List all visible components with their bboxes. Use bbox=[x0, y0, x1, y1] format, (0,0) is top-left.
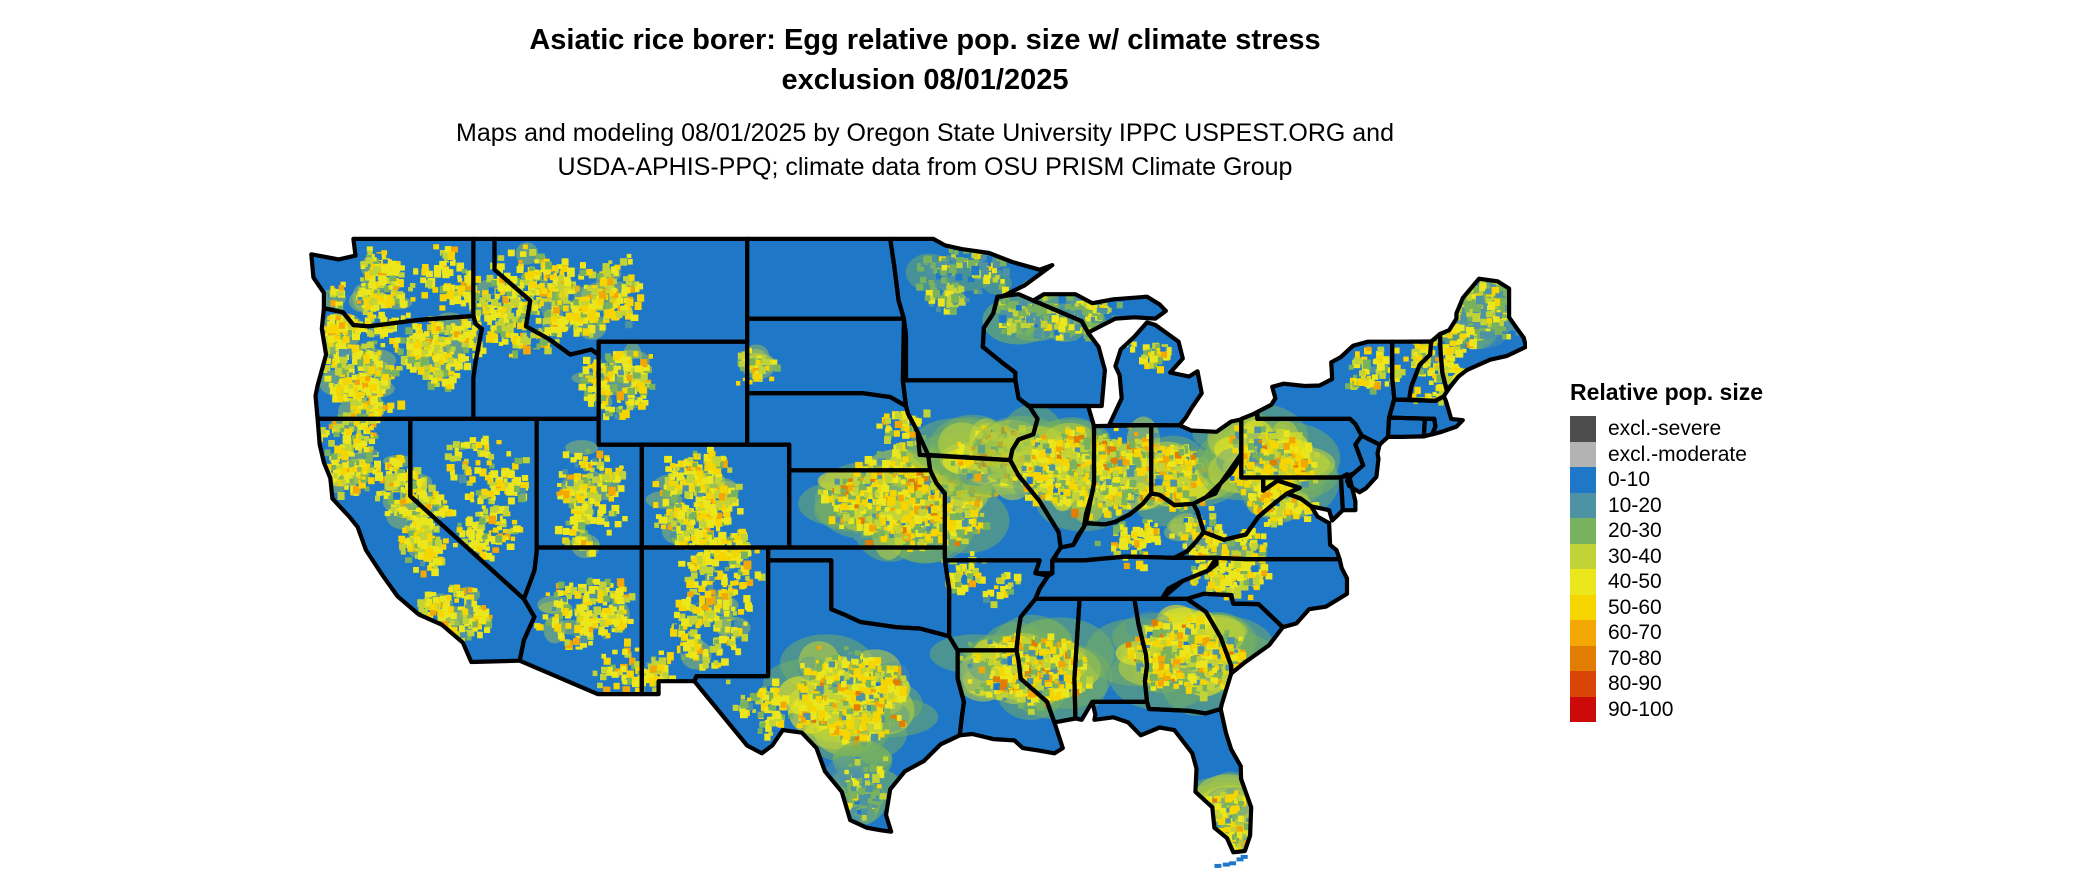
legend-entry: 30-40 bbox=[1570, 543, 1763, 569]
legend-swatch bbox=[1570, 620, 1596, 646]
legend-swatch bbox=[1570, 569, 1596, 595]
legend-entry: excl.-moderate bbox=[1570, 441, 1763, 467]
legend-entry: 90-100 bbox=[1570, 696, 1763, 722]
legend-entry: excl.-severe bbox=[1570, 416, 1763, 442]
legend-swatch bbox=[1570, 543, 1596, 569]
us-map-svg bbox=[309, 236, 1527, 868]
legend-entry-label: 30-40 bbox=[1608, 544, 1662, 568]
legend-swatch bbox=[1570, 416, 1596, 442]
map-subtitle: Maps and modeling 08/01/2025 by Oregon S… bbox=[250, 116, 1600, 184]
legend-entry-label: 10-20 bbox=[1608, 493, 1662, 517]
legend-swatch bbox=[1570, 671, 1596, 697]
legend-swatch bbox=[1570, 645, 1596, 671]
legend-entry-label: 0-10 bbox=[1608, 468, 1651, 491]
legend-swatch bbox=[1570, 518, 1596, 544]
legend-rows: excl.-severe excl.-moderate 0-10 10-20 20-30… bbox=[1570, 416, 1763, 722]
legend-entry: 0-10 bbox=[1570, 467, 1763, 493]
legend-entry: 40-50 bbox=[1570, 569, 1763, 595]
map-title-line2: exclusion 08/01/2025 bbox=[781, 64, 1069, 96]
us-risk-map bbox=[305, 226, 1527, 886]
legend: Relative pop. size excl.-severe excl.-mod… bbox=[1570, 378, 1763, 722]
state-border-layer bbox=[309, 236, 1527, 855]
chart-header: Asiatic rice borer: Egg relative pop. si… bbox=[250, 20, 1600, 184]
legend-swatch bbox=[1570, 441, 1596, 467]
map-subtitle-line2: USDA-APHIS-PPQ; climate data from OSU PR… bbox=[557, 153, 1293, 181]
legend-swatch bbox=[1570, 696, 1596, 722]
legend-entry-label: excl.-severe bbox=[1608, 417, 1722, 440]
legend-entry-label: excl.-moderate bbox=[1608, 442, 1747, 466]
legend-swatch bbox=[1570, 467, 1596, 493]
legend-title: Relative pop. size bbox=[1570, 379, 1764, 405]
legend-entry-label: 50-60 bbox=[1608, 595, 1662, 619]
map-title-line1: Asiatic rice borer: Egg relative pop. si… bbox=[529, 24, 1321, 56]
legend-entry: 70-80 bbox=[1570, 645, 1763, 671]
legend-swatch bbox=[1570, 492, 1596, 518]
legend-entry: 80-90 bbox=[1570, 671, 1763, 697]
florida-keys-dots bbox=[1214, 854, 1248, 868]
legend-entry: 10-20 bbox=[1570, 492, 1763, 518]
legend-entry-label: 90-100 bbox=[1608, 697, 1674, 721]
map-subtitle-line1: Maps and modeling 08/01/2025 by Oregon S… bbox=[456, 119, 1394, 147]
legend-entry: 20-30 bbox=[1570, 518, 1763, 544]
legend-entry-label: 60-70 bbox=[1608, 621, 1662, 644]
legend-entry-label: 80-90 bbox=[1608, 672, 1662, 695]
legend-entry-label: 40-50 bbox=[1608, 570, 1662, 593]
legend-entry-label: 70-80 bbox=[1608, 646, 1662, 670]
legend-entry: 50-60 bbox=[1570, 594, 1763, 620]
legend-entry-label: 20-30 bbox=[1608, 519, 1662, 542]
legend-swatch bbox=[1570, 594, 1596, 620]
legend-entry: 60-70 bbox=[1570, 620, 1763, 646]
